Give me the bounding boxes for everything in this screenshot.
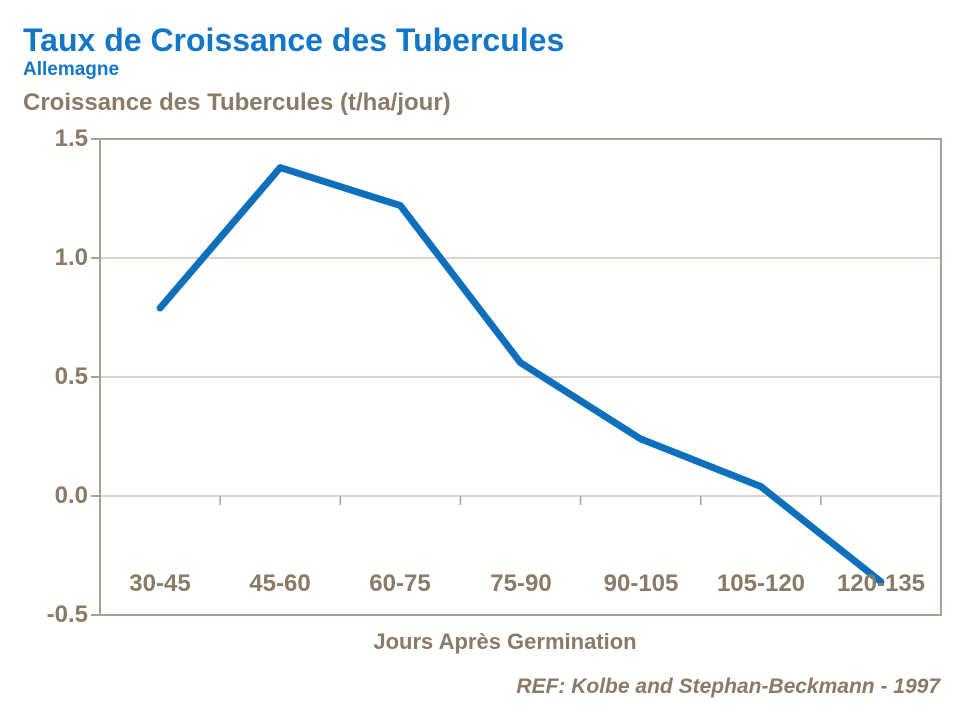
y-tick-label: 0.5: [54, 363, 88, 390]
y-tick-label: 1.0: [54, 244, 88, 271]
y-tick-label: -0.5: [46, 601, 88, 628]
x-tick-label: 120-135: [836, 570, 926, 597]
y-tick-label: 1.5: [54, 125, 88, 152]
page-title: Taux de Croissance des Tubercules: [23, 22, 565, 58]
x-tick-label: 105-120: [716, 570, 806, 597]
y-tick-label: 0.0: [54, 482, 88, 509]
y-axis-title: Croissance des Tubercules (t/ha/jour): [23, 89, 451, 116]
x-tick-label: 90-105: [603, 570, 679, 597]
reference-note: REF: Kolbe and Stephan-Beckmann - 1997: [516, 675, 940, 698]
x-tick-label: 75-90: [490, 570, 552, 597]
x-tick-label: 60-75: [369, 570, 431, 597]
page-subtitle: Allemagne: [23, 59, 120, 80]
x-tick-label: 45-60: [249, 570, 311, 597]
x-axis-title: Jours Après Germination: [373, 629, 637, 654]
x-tick-label: 30-45: [129, 570, 191, 597]
growth-rate-line-series: [156, 164, 885, 586]
